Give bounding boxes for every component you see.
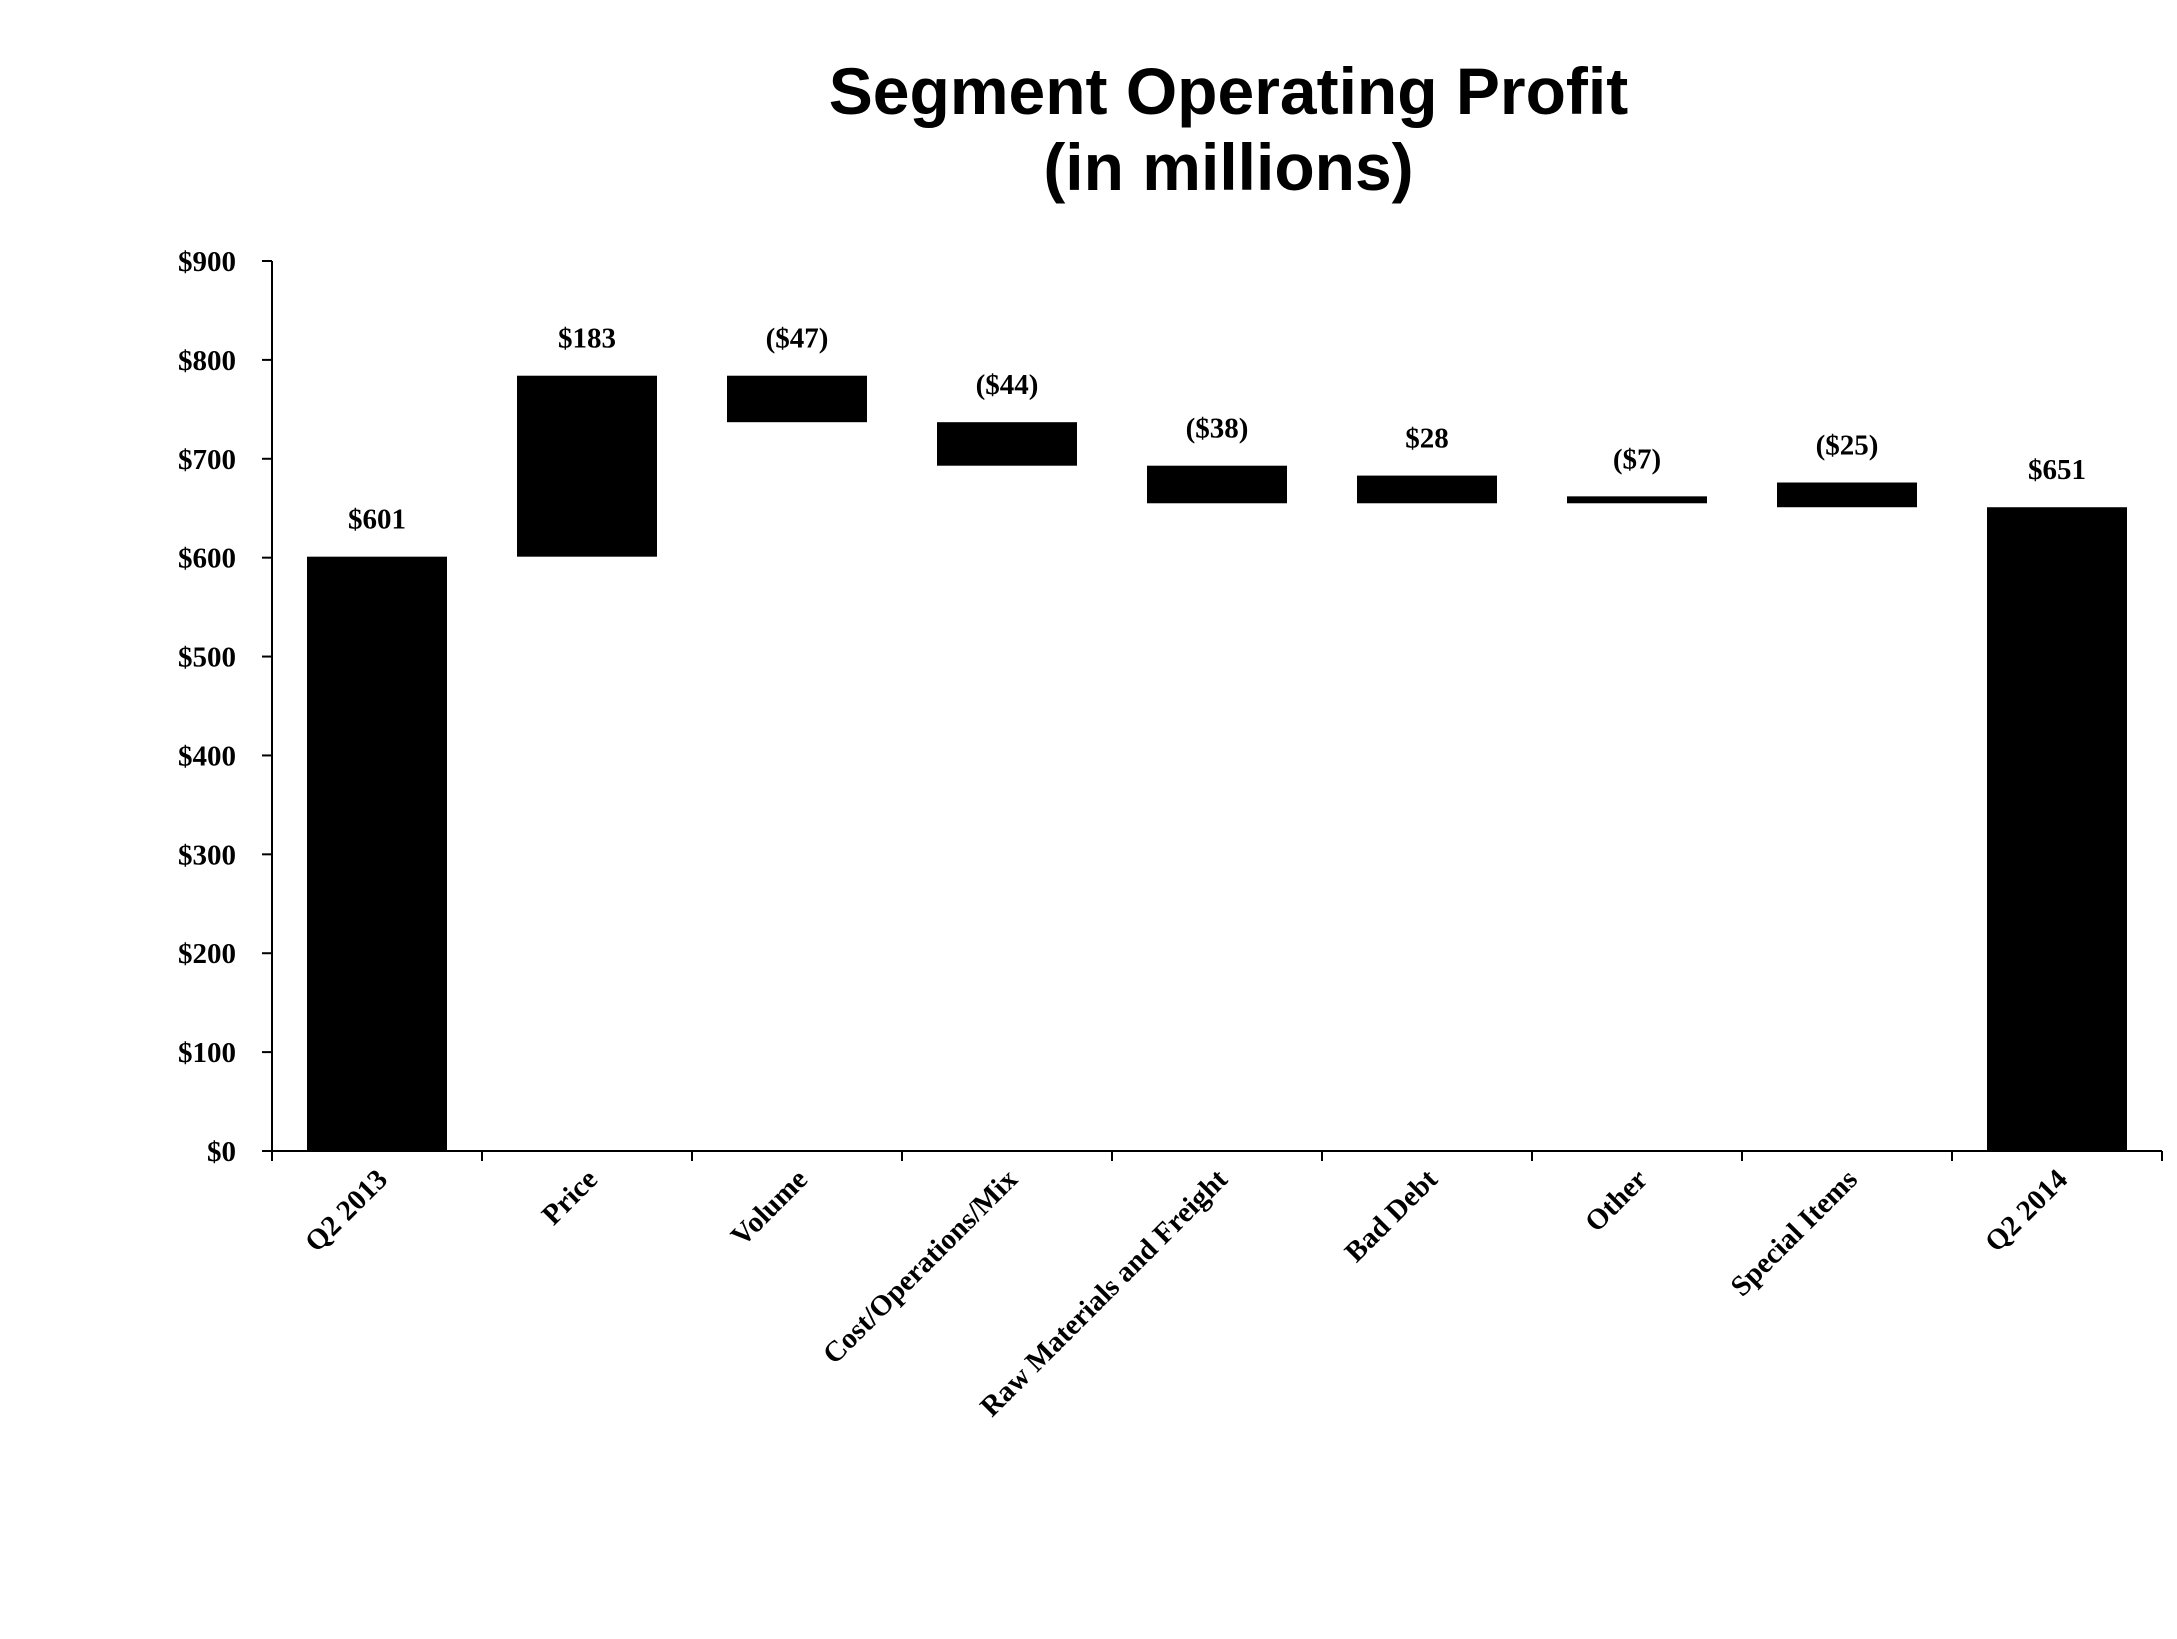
total-bar [1987, 507, 2127, 1151]
x-tick-label: Bad Debt [1339, 1163, 1444, 1268]
data-label: ($25) [1816, 430, 1879, 462]
y-tick-label: $0 [207, 1136, 236, 1168]
y-tick-label: $400 [178, 740, 236, 772]
y-tick-label: $300 [178, 839, 236, 871]
y-tick-label: $700 [178, 444, 236, 476]
y-tick-label: $800 [178, 345, 236, 377]
bars [307, 375, 2127, 1151]
x-tick-label: Price [536, 1163, 604, 1231]
delta-bar [1147, 465, 1287, 504]
y-tick-label: $500 [178, 642, 236, 674]
y-tick-label: $600 [178, 543, 236, 575]
data-label: ($44) [976, 369, 1039, 401]
chart-subtitle: (in millions) [1043, 130, 1414, 204]
x-tick-label: Other [1579, 1163, 1654, 1238]
data-label: $601 [348, 504, 406, 536]
x-tick-label: Q2 2014 [1979, 1163, 2074, 1258]
y-tick-label: $200 [178, 938, 236, 970]
delta-bar [727, 375, 867, 423]
data-label: ($47) [766, 323, 829, 355]
x-tick-label: Volume [725, 1163, 814, 1252]
chart-title: Segment Operating Profit [828, 54, 1629, 128]
data-label: $183 [558, 323, 616, 355]
y-tick-label: $100 [178, 1037, 236, 1069]
y-tick-label: $900 [178, 246, 236, 278]
data-label: $28 [1405, 423, 1449, 455]
delta-bar [937, 422, 1077, 466]
total-bar [307, 556, 447, 1151]
data-labels: $601 $183 ($47) ($44) ($38) $28 ($7) ($25) $651 [348, 323, 2086, 536]
axes: $0 $100 $200 $300 $400 $500 $600 $700 $800 $900 Q2… [178, 246, 2163, 1423]
delta-bar [1567, 496, 1707, 504]
delta-bar [1357, 475, 1497, 504]
delta-bar [1777, 482, 1917, 508]
x-tick-label: Special Items [1725, 1163, 1864, 1302]
data-label: ($7) [1613, 443, 1661, 475]
x-tick-label: Cost/Operations/Mix [817, 1163, 1025, 1371]
data-label: ($38) [1186, 413, 1249, 445]
x-tick-label: Q2 2013 [299, 1163, 394, 1258]
data-label: $651 [2028, 454, 2086, 486]
delta-bar [517, 375, 657, 557]
x-tick-label: Raw Materials and Freight [974, 1163, 1234, 1423]
